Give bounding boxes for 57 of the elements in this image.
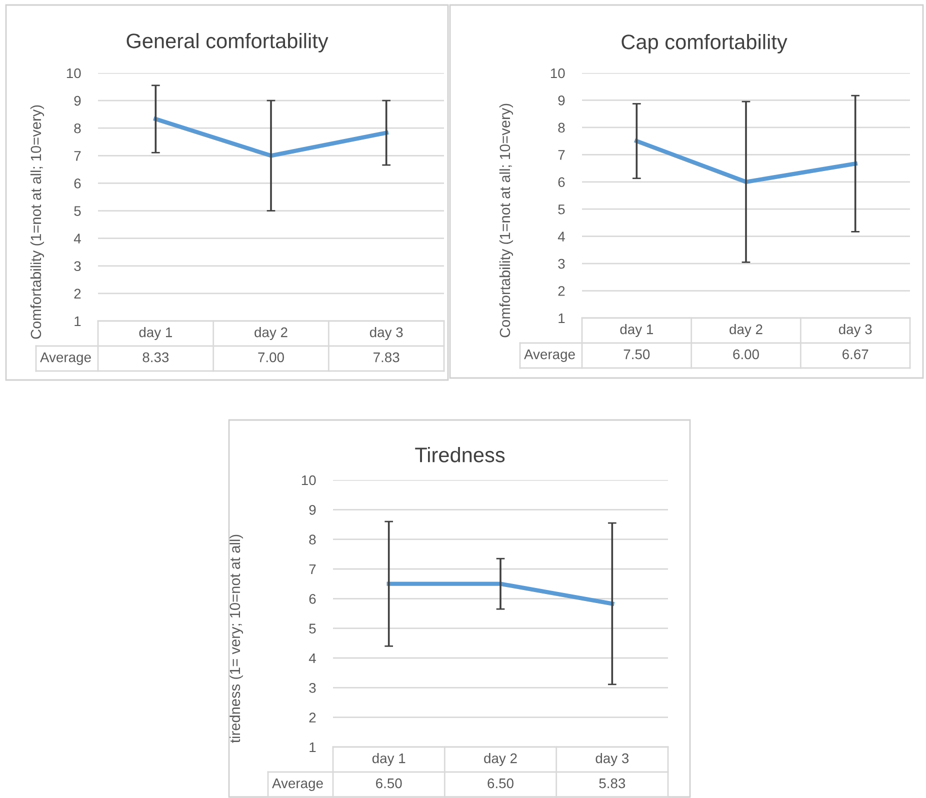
y-tick-label: 2 xyxy=(309,712,316,722)
y-tick-label: 4 xyxy=(558,232,565,242)
x-tick-label: day 3 xyxy=(596,753,629,766)
y-tick-label: 10 xyxy=(66,68,81,78)
y-tick-label: 3 xyxy=(74,261,81,272)
data-label: 7.83 xyxy=(374,352,400,362)
y-tick-label: 3 xyxy=(309,683,316,693)
y-tick-label: 8 xyxy=(309,534,316,545)
x-tick-label: day 3 xyxy=(838,324,872,337)
y-tick-label: 7 xyxy=(558,150,565,160)
y-tick-label: 7 xyxy=(74,151,81,161)
text: Average xyxy=(272,778,323,791)
y-tick-label: 1 xyxy=(74,316,81,326)
y-axis-title: Comfortability (1=not at all; 10=very) xyxy=(30,105,44,339)
x-tick-label: day 2 xyxy=(730,324,762,337)
data-label: 6.00 xyxy=(733,349,759,360)
y-tick-label: 6 xyxy=(309,594,316,604)
y-tick-label: 8 xyxy=(74,123,81,134)
y-tick-label: 1 xyxy=(310,742,316,752)
x-tick-label: day 1 xyxy=(139,327,172,340)
data-label: 7.00 xyxy=(258,352,284,362)
y-tick-label: 5 xyxy=(558,204,565,214)
y-tick-label: 9 xyxy=(74,96,81,106)
y-tick-label: 7 xyxy=(309,564,316,574)
chart-title: General comfortability xyxy=(126,33,328,52)
y-tick-label: 1 xyxy=(558,313,565,324)
x-tick-label: day 1 xyxy=(372,753,406,766)
y-tick-label: 6 xyxy=(558,177,565,188)
y-tick-label: 5 xyxy=(309,624,316,634)
chart-title: Tiredness xyxy=(415,447,505,462)
data-label: 8.33 xyxy=(142,352,169,362)
y-tick-label: 10 xyxy=(302,475,316,486)
chart-title: Cap comfortability xyxy=(622,34,788,54)
x-tick-label: day 1 xyxy=(620,324,653,337)
data-label: 6.67 xyxy=(842,349,868,360)
x-tick-label: day 2 xyxy=(254,327,288,340)
y-tick-label: 9 xyxy=(558,96,565,106)
y-tick-label: 2 xyxy=(558,286,565,296)
y-tick-label: 4 xyxy=(308,653,316,664)
data-label: 6.50 xyxy=(488,778,514,788)
y-tick-label: 6 xyxy=(74,178,81,188)
y-tick-label: 2 xyxy=(74,288,81,298)
x-tick-label: day 3 xyxy=(370,327,403,340)
data-label: 7.50 xyxy=(624,349,650,360)
y-axis-title: tiredness (1= very; 10=not at all) xyxy=(229,534,243,743)
data-label: 6.50 xyxy=(376,778,402,788)
y-tick-label: 9 xyxy=(309,505,316,515)
data-label: 5.83 xyxy=(599,778,626,788)
y-tick-label: 5 xyxy=(74,206,81,216)
y-tick-label: 8 xyxy=(558,122,565,133)
y-tick-label: 3 xyxy=(558,258,565,269)
y-tick-label: 10 xyxy=(550,68,565,78)
y-tick-label: 4 xyxy=(74,234,81,244)
text: Average xyxy=(524,350,575,362)
x-tick-label: day 2 xyxy=(484,753,517,766)
y-axis-title: Comfortability (1=not at all; 10=very) xyxy=(499,104,513,338)
text: Average xyxy=(40,352,91,365)
